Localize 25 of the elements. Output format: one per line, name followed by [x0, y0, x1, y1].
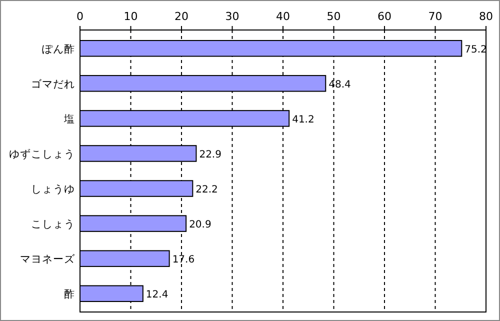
data-label: 75.2: [464, 44, 487, 56]
x-tick-label: 50: [326, 10, 341, 23]
y-tick-label: ゴマだれ: [31, 78, 75, 90]
data-label: 22.9: [199, 149, 222, 160]
x-tick-label: 70: [428, 10, 442, 23]
x-tick-label: 80: [479, 10, 493, 23]
y-tick-label: マヨネーズ: [20, 254, 76, 266]
data-label: 17.6: [172, 254, 195, 266]
x-tick-label: 30: [225, 10, 240, 23]
y-tick-label: こしょう: [31, 218, 75, 231]
y-tick-label: 塩: [63, 113, 75, 126]
data-label: 48.4: [328, 79, 351, 90]
y-tick-label: 酢: [64, 288, 75, 301]
y-tick-label: ぽん酢: [42, 43, 75, 56]
x-tick-label: 10: [124, 10, 138, 23]
x-tick-label: 20: [174, 10, 188, 23]
data-label: 12.4: [146, 290, 168, 301]
data-label: 22.2: [196, 184, 218, 196]
x-tick-label: 0: [76, 10, 84, 23]
data-label: 20.9: [189, 220, 212, 231]
x-tick-label: 40: [276, 10, 290, 23]
y-tick-label: しょうゆ: [31, 184, 75, 196]
y-tick-label: ゆずこしょう: [9, 147, 75, 160]
data-label: 41.2: [292, 114, 314, 126]
x-tick-label: 60: [378, 10, 392, 23]
